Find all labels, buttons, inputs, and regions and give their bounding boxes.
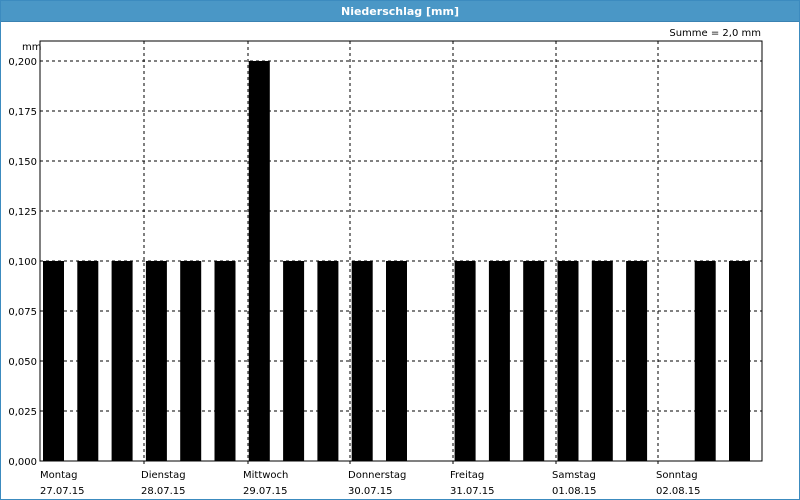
y-tick-label: 0,050	[8, 357, 37, 368]
x-tick-day: Montag	[40, 470, 77, 481]
y-tick-label: 0,175	[8, 107, 37, 118]
bar	[591, 261, 613, 461]
x-tick-date: 02.08.15	[656, 486, 701, 497]
bar	[283, 261, 305, 461]
bar	[557, 261, 579, 461]
window-title: Niederschlag [mm]	[1, 1, 799, 22]
x-tick-date: 31.07.15	[450, 486, 495, 497]
bar	[111, 261, 133, 461]
y-ticks: 0,000 0,025 0,050 0,075 0,100 0,125 0,150 0,175…	[8, 57, 37, 468]
x-tick-date: 27.07.15	[40, 486, 85, 497]
x-ticks: Montag 27.07.15 Dienstag 28.07.15 Mittwoch 29…	[40, 470, 701, 497]
x-tick-day: Sonntag	[656, 470, 698, 481]
x-tick-date: 29.07.15	[243, 486, 288, 497]
bar	[386, 261, 407, 461]
y-tick-label: 0,125	[8, 207, 37, 218]
y-tick-label: 0,000	[8, 457, 37, 468]
bar	[317, 261, 339, 461]
bar	[729, 261, 750, 461]
y-tick-label: 0,075	[8, 307, 37, 318]
bar	[454, 261, 476, 461]
bars	[43, 61, 750, 461]
bar	[523, 261, 545, 461]
x-tick-date: 01.08.15	[552, 486, 597, 497]
bar	[214, 261, 236, 461]
x-tick-day: Dienstag	[141, 470, 186, 481]
x-tick-day: Donnerstag	[348, 470, 406, 481]
bar	[694, 261, 716, 461]
y-tick-label: 0,100	[8, 257, 37, 268]
y-tick-label: 0,150	[8, 157, 37, 168]
y-axis-unit: mm	[22, 42, 41, 53]
bar	[626, 261, 648, 461]
bar	[77, 261, 99, 461]
y-tick-label: 0,200	[8, 57, 37, 68]
plot-frame	[39, 40, 763, 462]
bar	[43, 261, 64, 461]
summary-label: Summe = 2,0 mm	[669, 28, 761, 39]
bar	[351, 261, 373, 461]
bar	[488, 261, 510, 461]
bar	[145, 261, 167, 461]
bar	[180, 261, 202, 461]
x-tick-date: 28.07.15	[141, 486, 186, 497]
x-tick-date: 30.07.15	[348, 486, 393, 497]
x-tick-day: Mittwoch	[243, 470, 288, 481]
bar	[248, 61, 270, 461]
y-tick-label: 0,025	[8, 407, 37, 418]
x-tick-day: Samstag	[552, 470, 596, 481]
x-tick-day: Freitag	[450, 470, 484, 481]
